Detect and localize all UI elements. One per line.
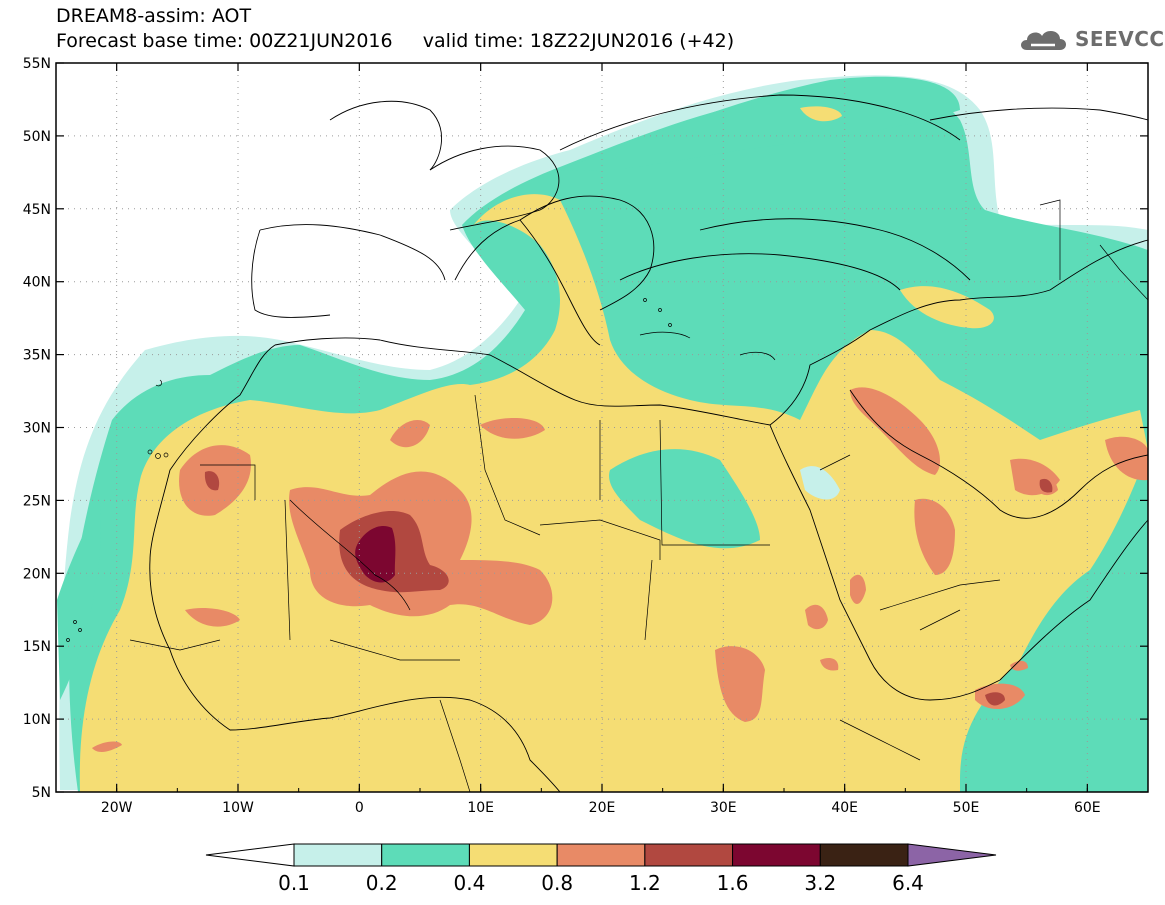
time-info: Forecast base time: 00Z21JUN2016 valid t…	[56, 31, 734, 51]
longitude-axis: 20W 10W 0 10E 20E 30E 40E 50E 60E	[55, 63, 1149, 816]
legend-label: 0.8	[541, 871, 573, 895]
lat-tick-label: 5N	[32, 785, 51, 801]
legend-label: 6.4	[892, 871, 924, 895]
legend-label: 1.2	[629, 871, 661, 895]
lon-tick-label: 20W	[101, 800, 133, 816]
latitude-axis: 55N 50N 45N 40N 35N 30N 25N 20N 15N 10N 5N	[23, 56, 1148, 801]
plot-area	[56, 63, 1148, 792]
lon-tick-label: 0	[355, 800, 364, 816]
legend-label: 0.4	[454, 871, 486, 895]
legend-over-arrow	[907, 843, 997, 867]
coastlines	[149, 94, 1148, 792]
lon-tick-label: 20E	[589, 800, 616, 816]
legend-under-arrow	[205, 843, 295, 867]
color-legend: 0.1 0.2 0.4 0.8 1.2 1.6 3.2 6.4	[205, 843, 997, 895]
legend-swatch	[468, 843, 558, 867]
country-borders	[129, 199, 1148, 792]
lon-tick-label: 10E	[467, 800, 494, 816]
cloud-icon	[1021, 30, 1066, 50]
legend-swatch	[556, 843, 646, 867]
valid-time: valid time: 18Z22JUN2016 (+42)	[422, 30, 735, 52]
lon-tick-label: 60E	[1074, 800, 1101, 816]
lon-tick-label: 50E	[953, 800, 980, 816]
map-title: DREAM8-assim: AOT	[56, 5, 252, 27]
legend-swatch	[293, 843, 383, 867]
legend-label: 3.2	[804, 871, 836, 895]
lat-tick-label: 10N	[23, 712, 51, 728]
legend-label: 0.1	[278, 871, 310, 895]
lon-tick-label: 30E	[710, 800, 737, 816]
forecast-base-time: Forecast base time: 00Z21JUN2016	[56, 30, 393, 52]
lat-tick-label: 35N	[23, 348, 51, 364]
lon-tick-label: 40E	[831, 800, 858, 816]
legend-swatch	[819, 843, 909, 867]
legend-swatch	[644, 843, 734, 867]
aot-band-0.4	[79, 106, 1148, 792]
islands	[66, 298, 776, 642]
legend-swatch	[381, 843, 470, 867]
lat-tick-label: 50N	[23, 129, 51, 145]
lat-tick-label: 20N	[23, 566, 51, 582]
lat-tick-label: 45N	[23, 202, 51, 218]
lat-tick-label: 55N	[23, 56, 51, 72]
legend-label: 1.6	[717, 871, 749, 895]
lat-tick-label: 25N	[23, 493, 51, 509]
aot-band-1.6	[355, 525, 396, 583]
seevccc-logo: SEEVCCC	[1017, 24, 1165, 54]
graticule	[56, 63, 1148, 792]
logo-text: SEEVCCC	[1075, 27, 1165, 51]
lat-tick-label: 30N	[23, 421, 51, 437]
lat-tick-label: 40N	[23, 275, 51, 291]
lat-tick-label: 15N	[23, 639, 51, 655]
lon-tick-label: 10W	[222, 800, 254, 816]
legend-label: 0.2	[366, 871, 398, 895]
legend-swatch	[732, 843, 821, 867]
